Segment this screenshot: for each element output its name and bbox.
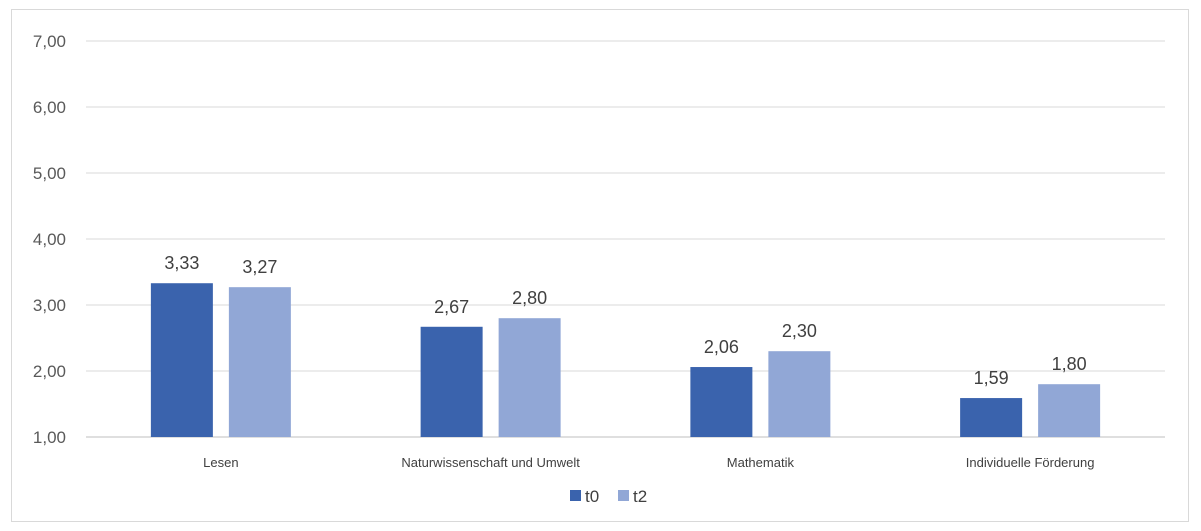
x-tick-label: Naturwissenschaft und Umwelt [401,455,580,470]
y-tick-label: 6,00 [33,98,66,117]
data-label: 2,30 [782,321,817,341]
bar-t0 [960,398,1023,437]
y-tick-label: 2,00 [33,362,66,381]
data-label: 1,59 [974,368,1009,388]
bar-t2 [1038,384,1101,437]
bar-t0 [420,326,483,437]
data-label: 3,27 [242,257,277,277]
bar-t2 [768,351,831,437]
x-tick-label: Mathematik [727,455,795,470]
bar-t0 [150,283,213,437]
legend-label: t0 [585,487,599,506]
data-label: 2,06 [704,337,739,357]
legend-swatch-t2 [618,490,629,501]
bar-t2 [228,287,291,437]
data-label: 2,67 [434,297,469,317]
x-tick-label: Lesen [203,455,238,470]
data-label: 2,80 [512,288,547,308]
legend-label: t2 [633,487,647,506]
y-tick-label: 7,00 [33,32,66,51]
data-label: 3,33 [164,253,199,273]
x-tick-label: Individuelle Förderung [966,455,1095,470]
y-tick-label: 1,00 [33,428,66,447]
legend-swatch-t0 [570,490,581,501]
bar-t0 [690,367,753,437]
data-label: 1,80 [1052,354,1087,374]
y-tick-label: 3,00 [33,296,66,315]
y-tick-label: 4,00 [33,230,66,249]
bar-t2 [498,318,561,437]
y-tick-label: 5,00 [33,164,66,183]
